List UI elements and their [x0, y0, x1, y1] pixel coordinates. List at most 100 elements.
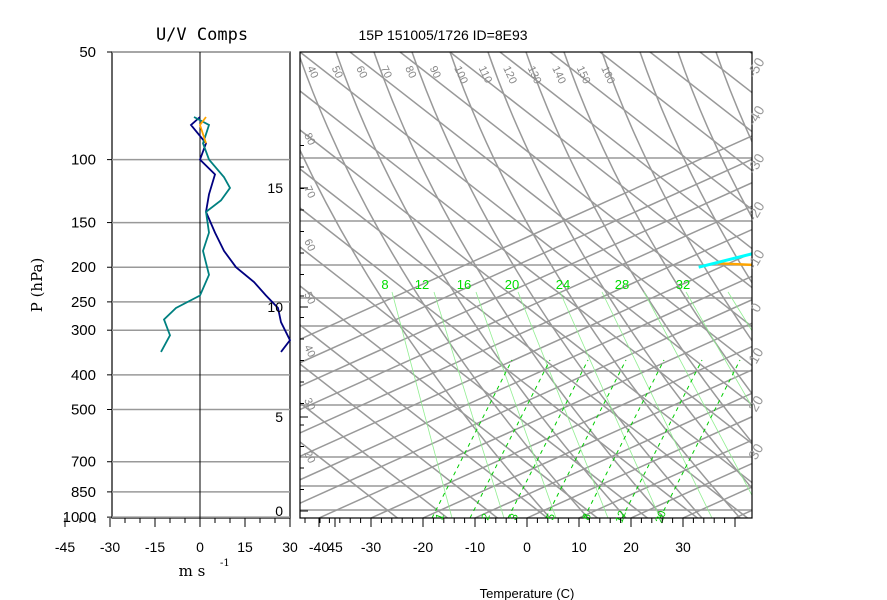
- wind-tick-label: -45: [55, 539, 75, 555]
- mixing-ratio-label: 28: [615, 277, 629, 292]
- dry-adiabat: [373, 52, 665, 518]
- theta-label: 140: [549, 64, 568, 86]
- right-edge-label: 10: [745, 345, 767, 367]
- wind-tick-label: -15: [145, 539, 165, 555]
- wind-tick-label: 0: [196, 539, 204, 555]
- pressure-tick-label: 250: [71, 294, 96, 311]
- wind-barb-flag: [796, 252, 802, 262]
- isotherm-line: [787, 52, 887, 518]
- skewt-panel: 40 50 60 70 80 90 100 110 120 130 140 150 1608070605…: [267, 27, 887, 600]
- wind-barb: [774, 280, 796, 292]
- temperature-tick-label: -40: [309, 539, 329, 555]
- wind-barb: [780, 230, 802, 242]
- wind-barb-flag: [796, 282, 802, 292]
- wind-barb: [780, 380, 802, 392]
- skew-diagonal: [300, 363, 499, 518]
- sounding-parcel: [717, 262, 752, 267]
- skewt-background-lines: [300, 52, 887, 518]
- wind-barb: [780, 290, 802, 302]
- wind-tick-label: 30: [282, 539, 298, 555]
- wind-profile-v-component: [160, 116, 232, 353]
- dry-adiabat: [754, 52, 887, 518]
- wind-barb: [768, 300, 790, 312]
- pressure-tick-label: 200: [71, 259, 96, 276]
- dry-adiabat: [830, 52, 887, 518]
- skew-diagonal: [300, 90, 752, 445]
- theta-label: 80: [402, 64, 418, 80]
- temperature-tick-label: 0: [523, 539, 531, 555]
- wind-barb-flag: [802, 232, 808, 242]
- skew-diagonal: [399, 52, 752, 328]
- pressure-tick-label: 850: [71, 484, 96, 501]
- wind-barb: [780, 200, 802, 212]
- wind-barb: [768, 330, 790, 342]
- wind-barb: [774, 220, 796, 232]
- moist-dashed-line: [469, 359, 551, 518]
- temperature-tick-label: -10: [465, 539, 485, 555]
- moist-dashed-line: [583, 359, 665, 518]
- mixing-ratio-line: [475, 291, 557, 518]
- theta-label: 40: [304, 64, 320, 80]
- bottom-moist-label: 1: [433, 512, 446, 522]
- theta-label: 60: [353, 64, 369, 80]
- wind-barb-flag: [790, 152, 796, 162]
- right-edge-label: 30: [745, 441, 767, 463]
- pressure-tick-label: 400: [71, 367, 96, 384]
- pressure-tick-labels: 50 100 150 200 250 300 400 500 700 850 1000: [63, 44, 112, 526]
- wind-barb: [780, 170, 802, 182]
- skew-diagonal: [300, 402, 449, 518]
- left-gridlines: [112, 51, 290, 518]
- theta-label: 160: [598, 64, 617, 86]
- pressure-tick-label: 100: [71, 152, 96, 169]
- mixing-ratio-label: 20: [505, 277, 519, 292]
- theta-label: 120: [500, 64, 519, 86]
- wind-axis-label-exponent: -1: [220, 558, 230, 569]
- height-tick-label: 15: [267, 180, 283, 196]
- dry-adiabat: [300, 148, 551, 518]
- wind-barb: [774, 310, 796, 322]
- mixing-ratio-label: 12: [415, 277, 429, 292]
- wind-tick-label: 15: [237, 539, 253, 555]
- pressure-axis-label: P (hPa): [28, 258, 46, 313]
- sounding-temperature: [880, 117, 887, 352]
- moist-dashed-line: [659, 359, 741, 518]
- wind-barb: [780, 260, 802, 272]
- wind-barb: [768, 270, 790, 282]
- right-edge-label: 0: [747, 300, 765, 315]
- theta-label: 70: [378, 64, 394, 80]
- height-tick-labels: 0 5 10 15: [267, 145, 308, 519]
- mixing-ratio-line: [685, 291, 752, 408]
- height-tick-label: 5: [275, 409, 283, 425]
- left-edge-label: 40: [301, 343, 317, 359]
- wind-barb-flag: [796, 192, 802, 202]
- right-edge-label: 20: [745, 393, 767, 415]
- right-plot-frame: [299, 51, 753, 519]
- wind-barb-flag: [802, 172, 808, 182]
- moist-dashed-line: [545, 359, 627, 518]
- mixing-ratio-line: [601, 291, 713, 518]
- theta-label: 90: [427, 64, 443, 80]
- mixing-ratio-line: [643, 291, 752, 497]
- dry-adiabat: [335, 52, 627, 518]
- right-edge-label: -10: [744, 247, 768, 273]
- wind-barb: [768, 210, 790, 222]
- dry-adiabat: [792, 52, 887, 518]
- isotherm-line: [300, 205, 752, 411]
- mixing-ratio-label: 8: [381, 277, 388, 292]
- wind-barb: [780, 320, 802, 332]
- bottom-moist-label: 3: [507, 512, 520, 522]
- height-tick-label: 0: [275, 503, 283, 519]
- wind-barb-flag: [802, 322, 808, 332]
- right-edge-label: -50: [744, 55, 768, 81]
- wind-profile-u-component: [189, 116, 292, 353]
- theta-label: 50: [329, 64, 345, 80]
- wind-tick-labels: -45 -30 -15 0 15 30 45: [55, 518, 343, 555]
- wind-barb-flag: [802, 292, 808, 302]
- mixing-ratio-line: [433, 291, 505, 518]
- wind-barb-flag: [802, 352, 808, 362]
- mixing-ratio-line: [517, 291, 609, 518]
- temperature-axis-label: Temperature (C): [480, 586, 575, 600]
- bottom-moist-label: 12: [613, 509, 628, 525]
- wind-barb: [768, 180, 790, 192]
- isotherm-line: [300, 135, 752, 341]
